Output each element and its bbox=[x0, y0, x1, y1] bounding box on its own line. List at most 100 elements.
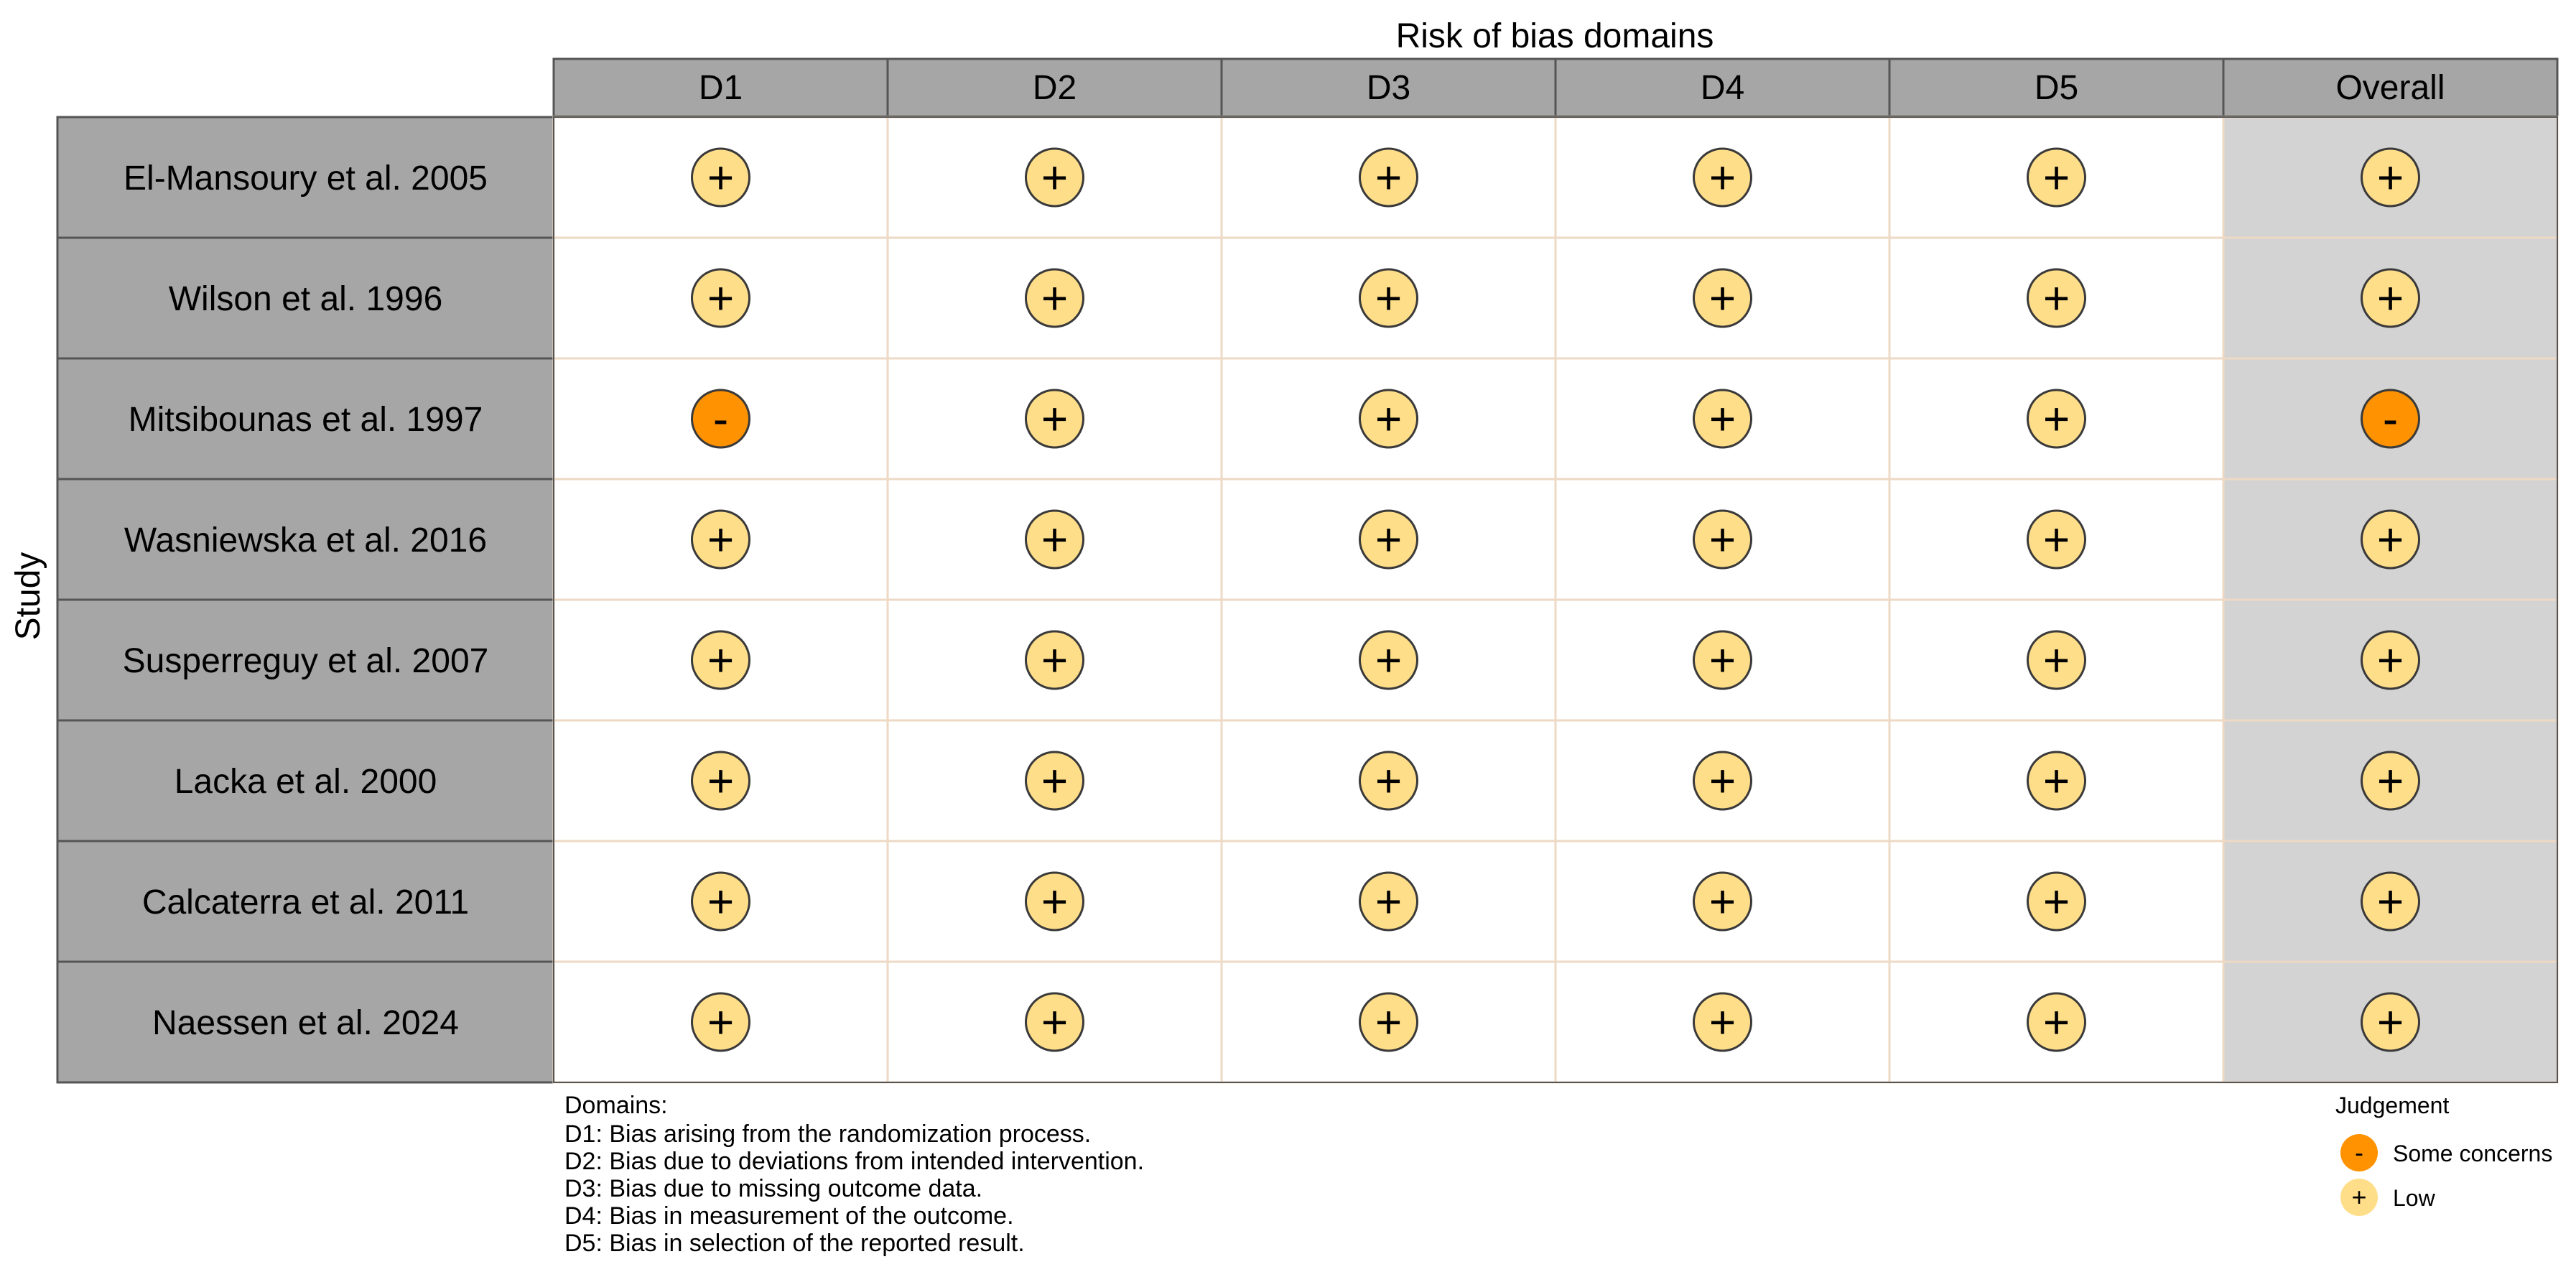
judgement-marker-low bbox=[1025, 751, 1084, 811]
study-label-cell bbox=[56, 236, 555, 360]
legend-marker-low bbox=[2340, 1179, 2378, 1216]
study-label-cell bbox=[56, 478, 555, 601]
judgement-symbol: + bbox=[2043, 514, 2070, 565]
judgement-symbol: + bbox=[1375, 755, 1402, 807]
judgement-marker-low bbox=[1693, 268, 1752, 328]
judgement-marker-low bbox=[1025, 268, 1084, 328]
judgement-marker-low bbox=[1359, 630, 1418, 690]
judgement-symbol: + bbox=[2377, 634, 2404, 686]
judgement-symbol: + bbox=[1375, 272, 1402, 324]
judgement-symbol: + bbox=[2043, 634, 2070, 686]
judgement-marker-low bbox=[691, 268, 750, 328]
column-header-label: D3 bbox=[1367, 69, 1410, 107]
legend-label: Some concerns bbox=[2393, 1141, 2552, 1166]
judgement-symbol: + bbox=[2377, 876, 2404, 927]
judgement-symbol: + bbox=[2043, 755, 2070, 807]
judgement-marker-some-concerns bbox=[2361, 389, 2420, 449]
study-label-cell bbox=[56, 960, 555, 1084]
judgement-symbol: + bbox=[2043, 272, 2070, 324]
column-header-label: D1 bbox=[699, 69, 743, 107]
judgement-symbol: + bbox=[2043, 393, 2070, 445]
judgement-symbol: + bbox=[707, 634, 734, 686]
judgement-marker-low bbox=[2027, 871, 2086, 932]
judgement-marker-low bbox=[1359, 268, 1418, 328]
judgement-marker-low bbox=[1693, 751, 1752, 811]
study-label: Naessen et al. 2024 bbox=[152, 1004, 459, 1042]
judgement-symbol: + bbox=[1709, 876, 1736, 927]
legend-marker-some-concerns bbox=[2340, 1134, 2378, 1171]
study-label: Wasniewska et al. 2016 bbox=[124, 521, 487, 560]
grid-frame bbox=[553, 116, 2558, 1083]
judgement-marker-low bbox=[1359, 992, 1418, 1052]
judgement-symbol: + bbox=[1709, 514, 1736, 565]
judgement-marker-low bbox=[1693, 992, 1752, 1052]
domain-description: D2: Bias due to deviations from intended… bbox=[564, 1148, 1144, 1175]
column-header-overall bbox=[2222, 57, 2559, 118]
judgement-symbol: + bbox=[707, 152, 734, 203]
judgement-symbol: + bbox=[1041, 634, 1068, 686]
judgement-marker-low bbox=[1359, 871, 1418, 932]
study-label: Mitsibounas et al. 1997 bbox=[129, 401, 483, 439]
column-header-label: Overall bbox=[2335, 69, 2445, 107]
judgement-marker-low bbox=[1025, 630, 1084, 690]
judgement-cell bbox=[552, 598, 889, 722]
domain-description: D4: Bias in measurement of the outcome. bbox=[564, 1202, 1014, 1230]
judgement-marker-low bbox=[2027, 751, 2086, 811]
judgement-symbol: + bbox=[1375, 514, 1402, 565]
domain-description: D5: Bias in selection of the reported re… bbox=[564, 1230, 1025, 1257]
judgement-marker-low bbox=[1693, 389, 1752, 449]
judgement-symbol: + bbox=[1709, 152, 1736, 203]
column-header-d1 bbox=[552, 57, 889, 118]
judgement-symbol: + bbox=[1041, 876, 1068, 927]
study-axis-label: Study bbox=[9, 552, 47, 641]
judgement-symbol: + bbox=[1041, 996, 1068, 1048]
judgement-marker-low bbox=[691, 509, 750, 570]
judgement-marker-low bbox=[1025, 509, 1084, 570]
judgement-symbol: + bbox=[1041, 393, 1068, 445]
judgement-symbol: + bbox=[707, 272, 734, 324]
judgement-symbol: + bbox=[1375, 634, 1402, 686]
judgement-marker-low bbox=[2361, 147, 2420, 208]
judgement-symbol: + bbox=[1709, 634, 1736, 686]
column-header-label: D2 bbox=[1033, 69, 1077, 107]
judgement-marker-low bbox=[2027, 509, 2086, 570]
judgement-symbol: + bbox=[1709, 755, 1736, 807]
judgement-marker-low bbox=[2027, 389, 2086, 449]
chart-title: Risk of bias domains bbox=[1396, 17, 1714, 55]
judgement-symbol: + bbox=[707, 996, 734, 1048]
judgement-symbol: + bbox=[1041, 514, 1068, 565]
judgement-legend-title: Judgement bbox=[2335, 1092, 2449, 1118]
legend-symbol: + bbox=[2351, 1182, 2366, 1212]
judgement-marker-some-concerns bbox=[691, 389, 750, 449]
judgement-symbol: + bbox=[2377, 755, 2404, 807]
judgement-marker-low bbox=[1359, 751, 1418, 811]
judgement-marker-low bbox=[691, 147, 750, 208]
judgement-marker-low bbox=[1693, 147, 1752, 208]
judgement-marker-low bbox=[2027, 147, 2086, 208]
judgement-symbol: - bbox=[2383, 393, 2398, 445]
study-label: Susperreguy et al. 2007 bbox=[123, 642, 489, 680]
judgement-symbol: + bbox=[1375, 152, 1402, 203]
judgement-symbol: + bbox=[707, 755, 734, 807]
judgement-marker-low bbox=[1025, 992, 1084, 1052]
judgement-symbol: + bbox=[2377, 152, 2404, 203]
judgement-symbol: + bbox=[707, 514, 734, 565]
column-header-label: D4 bbox=[1701, 69, 1744, 107]
judgement-marker-low bbox=[2027, 630, 2086, 690]
judgement-marker-low bbox=[1025, 389, 1084, 449]
judgement-marker-low bbox=[2361, 751, 2420, 811]
study-label: El-Mansoury et al. 2005 bbox=[124, 159, 488, 198]
judgement-symbol: + bbox=[2377, 272, 2404, 324]
judgement-marker-low bbox=[2361, 268, 2420, 328]
study-label: Calcaterra et al. 2011 bbox=[142, 883, 469, 921]
column-header-label: D5 bbox=[2035, 69, 2078, 107]
judgement-symbol: + bbox=[2377, 996, 2404, 1048]
judgement-marker-low bbox=[1359, 147, 1418, 208]
study-label-cell bbox=[56, 719, 555, 842]
legend-label: Low bbox=[2393, 1185, 2436, 1211]
domains-legend-title: Domains: bbox=[564, 1092, 668, 1119]
judgement-marker-low bbox=[1693, 630, 1752, 690]
judgement-symbol: + bbox=[2043, 152, 2070, 203]
study-label: Wilson et al. 1996 bbox=[169, 280, 443, 318]
